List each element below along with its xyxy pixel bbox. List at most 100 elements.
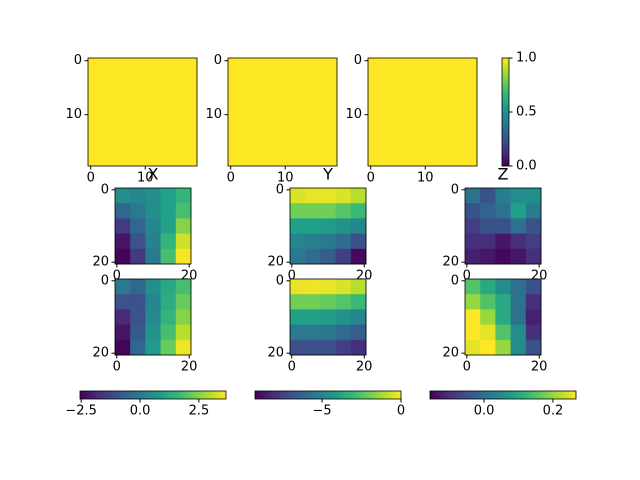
heatmap-cell <box>465 203 481 219</box>
heatmap-cell <box>290 248 306 265</box>
heatmap-cell <box>160 248 177 265</box>
y-tick-label: 20 <box>442 346 459 361</box>
heatmap-cell <box>495 294 511 310</box>
heatmap-cell <box>305 248 321 265</box>
heatmap-cell <box>495 339 511 356</box>
heatmap-cell <box>130 309 146 325</box>
heatmap-cell <box>335 279 352 295</box>
axes-frame <box>87 57 198 167</box>
heatmap-cell <box>115 203 131 219</box>
heatmap-cell <box>525 203 542 219</box>
heatmap-cell <box>145 203 161 219</box>
heatmap-cell <box>305 339 321 356</box>
heatmap-cell <box>495 279 511 295</box>
heatmap-cell <box>290 294 306 310</box>
heatmap-cell <box>115 294 131 310</box>
x-tick-label: 10 <box>417 171 434 186</box>
heatmap-cell <box>305 203 321 219</box>
heatmap-cell <box>142 112 198 167</box>
heatmap-cell <box>320 203 336 219</box>
heatmap-cell <box>465 309 481 325</box>
heatmap-cell <box>480 279 496 295</box>
heatmap-cell <box>130 218 146 234</box>
heatmap-cell <box>350 203 367 219</box>
heatmap-cell <box>115 218 131 234</box>
heatmap-cell <box>290 203 306 219</box>
heatmap-cell <box>160 188 177 204</box>
heatmap-cell <box>145 294 161 310</box>
x-tick-label: 10 <box>277 171 294 186</box>
y-tick-label: 20 <box>442 255 459 270</box>
heatmap-cell <box>290 218 306 234</box>
heatmap-cell <box>465 339 481 356</box>
colorbar-tick-label: 0 <box>397 404 405 419</box>
x-tick-label: 0 <box>367 171 375 186</box>
heatmap-cell <box>115 248 131 265</box>
heatmap-cell <box>175 279 192 295</box>
heatmap-cell <box>465 188 481 204</box>
heatmap-cell <box>465 294 481 310</box>
colorbar-tick-label: 0.5 <box>516 105 537 120</box>
heatmap-cell <box>175 309 192 325</box>
heatmap-cell <box>465 279 481 295</box>
heatmap-cell <box>480 324 496 341</box>
heatmap-cell <box>88 112 143 167</box>
heatmap-cell <box>290 309 306 325</box>
heatmap-cell <box>510 248 527 265</box>
heatmap-cell <box>145 279 161 295</box>
heatmap-cell <box>350 248 367 265</box>
axes-title: Z <box>498 165 509 184</box>
heatmap-cell <box>175 203 192 219</box>
y-tick-label: 0 <box>354 53 362 68</box>
heatmap-cell <box>305 218 321 234</box>
heatmap-cell <box>510 203 527 219</box>
heatmap-cell <box>320 339 336 356</box>
x-tick-label: 10 <box>137 171 154 186</box>
heatmap-cell <box>510 324 527 341</box>
heatmap-cell <box>335 294 352 310</box>
heatmap-cell <box>335 188 352 204</box>
x-tick-label: 0 <box>463 360 471 375</box>
heatmap-cell <box>160 309 177 325</box>
x-tick-label: 0 <box>288 269 296 284</box>
heatmap-cell <box>495 248 511 265</box>
axes-title: X <box>148 165 159 184</box>
y-tick-label: 20 <box>267 255 284 270</box>
heatmap-cell <box>510 294 527 310</box>
heatmap-cell <box>282 58 338 113</box>
heatmap-cell <box>480 233 496 250</box>
heatmap-cell <box>305 294 321 310</box>
heatmap-cell <box>290 233 306 250</box>
heatmap-cell <box>320 218 336 234</box>
colorbar <box>501 57 510 167</box>
colorbar-tick-label: −2.5 <box>65 404 97 419</box>
heatmap-cell <box>465 233 481 250</box>
heatmap-cell <box>142 58 198 113</box>
heatmap-cell <box>145 233 161 250</box>
heatmap-cell <box>145 248 161 265</box>
heatmap-cell <box>495 309 511 325</box>
heatmap-cell <box>350 324 367 341</box>
heatmap-cell <box>175 218 192 234</box>
heatmap-cell <box>160 279 177 295</box>
heatmap-cell <box>525 188 542 204</box>
heatmap-cell <box>480 309 496 325</box>
heatmap-cell <box>510 279 527 295</box>
heatmap-cell <box>88 58 143 113</box>
heatmap-cell <box>350 188 367 204</box>
heatmap-cell <box>305 324 321 341</box>
heatmap-cell <box>320 294 336 310</box>
heatmap-cell <box>480 294 496 310</box>
colorbar-tick-label: 2.5 <box>189 404 210 419</box>
y-tick-label: 0 <box>101 182 109 197</box>
heatmap-cell <box>335 218 352 234</box>
heatmap-cell <box>305 309 321 325</box>
y-tick-label: 0 <box>451 273 459 288</box>
x-tick-label: 0 <box>113 269 121 284</box>
heatmap-cell <box>115 188 131 204</box>
heatmap-cell <box>290 279 306 295</box>
heatmap-cell <box>350 294 367 310</box>
heatmap-cell <box>290 339 306 356</box>
colorbar <box>254 390 402 400</box>
